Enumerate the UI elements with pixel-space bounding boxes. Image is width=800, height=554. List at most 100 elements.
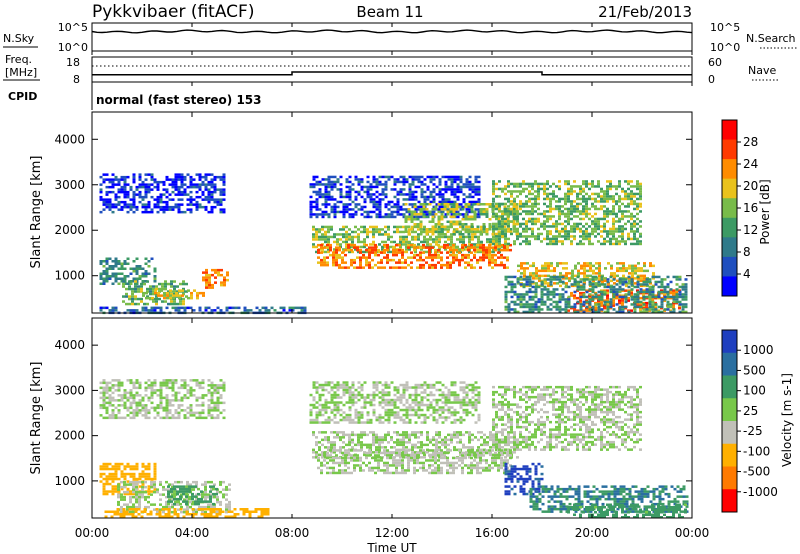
- heatmap-cell: [582, 195, 585, 198]
- heatmap-cell: [612, 299, 615, 302]
- heatmap-cell: [405, 238, 408, 241]
- heatmap-cell: [561, 275, 565, 279]
- heatmap-cell: [633, 195, 636, 198]
- heatmap-cell: [317, 243, 320, 247]
- heatmap-cell: [132, 198, 136, 201]
- heatmap-cell: [546, 293, 550, 296]
- heatmap-cell: [453, 175, 457, 179]
- heatmap-cell: [216, 391, 220, 395]
- heatmap-cell: [636, 305, 640, 309]
- heatmap-cell: [633, 310, 637, 314]
- heatmap-cell: [429, 178, 433, 181]
- heatmap-cell: [651, 300, 655, 304]
- heatmap-cell: [423, 230, 426, 234]
- heatmap-cell: [347, 246, 350, 249]
- heatmap-cell: [516, 298, 520, 301]
- heatmap-cell: [147, 272, 151, 275]
- heatmap-cell: [603, 215, 606, 218]
- heatmap-cell: [158, 287, 161, 291]
- heatmap-cell: [479, 208, 483, 211]
- heatmap-cell: [108, 381, 112, 385]
- heatmap-cell: [477, 198, 481, 201]
- heatmap-cell: [449, 215, 453, 218]
- heatmap-cell: [522, 295, 526, 299]
- heatmap-cell: [205, 281, 208, 284]
- heatmap-cell: [366, 215, 370, 219]
- heatmap-cell: [189, 379, 193, 382]
- heatmap-cell: [213, 386, 217, 390]
- heatmap-cell: [419, 253, 422, 257]
- heatmap-cell: [204, 183, 208, 186]
- heatmap-cell: [516, 295, 520, 299]
- heatmap-cell: [458, 263, 461, 267]
- heatmap-cell: [492, 227, 495, 231]
- heatmap-cell: [429, 200, 433, 204]
- heatmap-cell: [603, 300, 607, 304]
- heatmap-cell: [660, 290, 664, 294]
- heatmap-cell: [173, 302, 176, 306]
- heatmap-cell: [138, 498, 141, 501]
- heatmap-cell: [108, 277, 112, 280]
- heatmap-cell: [159, 406, 163, 410]
- heatmap-cell: [303, 309, 307, 312]
- heatmap-cell: [105, 185, 109, 189]
- heatmap-cell: [129, 465, 133, 468]
- heatmap-cell: [449, 203, 453, 206]
- heatmap-cell: [546, 180, 549, 183]
- heatmap-cell: [363, 210, 367, 214]
- heatmap-cell: [195, 508, 198, 511]
- heatmap-cell: [537, 310, 541, 314]
- heatmap-cell: [315, 208, 319, 211]
- heatmap-cell: [423, 228, 426, 231]
- heatmap-cell: [192, 183, 196, 186]
- heatmap-cell: [222, 409, 226, 412]
- heatmap-cell: [547, 269, 550, 273]
- heatmap-cell: [549, 298, 553, 301]
- heatmap-cell: [138, 399, 142, 402]
- heatmap-cell: [99, 175, 103, 179]
- heatmap-cell: [177, 480, 180, 484]
- heatmap-cell: [150, 389, 154, 392]
- heatmap-cell: [105, 384, 109, 387]
- heatmap-cell: [185, 282, 188, 286]
- heatmap-cell: [570, 291, 573, 295]
- heatmap-cell: [354, 203, 358, 206]
- heatmap-cell: [428, 263, 431, 267]
- heatmap-cell: [561, 230, 564, 233]
- heatmap-cell: [105, 391, 109, 395]
- heatmap-cell: [165, 306, 169, 310]
- heatmap-cell: [579, 227, 582, 231]
- heatmap-cell: [114, 205, 118, 209]
- heatmap-cell: [630, 283, 634, 286]
- heatmap-cell: [159, 309, 163, 312]
- heatmap-cell: [120, 470, 124, 473]
- heatmap-cell: [344, 253, 347, 257]
- heatmap-cell: [546, 288, 550, 291]
- heatmap-cell: [392, 251, 395, 254]
- heatmap-cell: [180, 193, 184, 196]
- heatmap-cell: [628, 272, 631, 275]
- heatmap-cell: [473, 248, 476, 252]
- heatmap-cell: [332, 256, 335, 259]
- heatmap-cell: [645, 278, 649, 281]
- heatmap-cell: [209, 485, 212, 488]
- heatmap-cell: [210, 178, 214, 181]
- heatmap-cell: [603, 303, 607, 306]
- heatmap-cell: [636, 217, 639, 221]
- heatmap-cell: [162, 406, 166, 410]
- heatmap-cell: [318, 230, 321, 234]
- heatmap-cell: [553, 269, 556, 273]
- heatmap-cell: [138, 477, 142, 481]
- heatmap-cell: [434, 230, 438, 233]
- heatmap-cell: [359, 258, 362, 262]
- heatmap-cell: [396, 190, 400, 194]
- heatmap-cell: [642, 295, 646, 299]
- heatmap-cell: [147, 495, 150, 499]
- heatmap-cell: [378, 193, 382, 196]
- heatmap-cell: [678, 295, 682, 299]
- heatmap-cell: [464, 205, 468, 208]
- heatmap-cell: [621, 310, 625, 314]
- heatmap-cell: [339, 233, 342, 236]
- heatmap-cell: [387, 250, 390, 254]
- heatmap-cell: [498, 220, 501, 223]
